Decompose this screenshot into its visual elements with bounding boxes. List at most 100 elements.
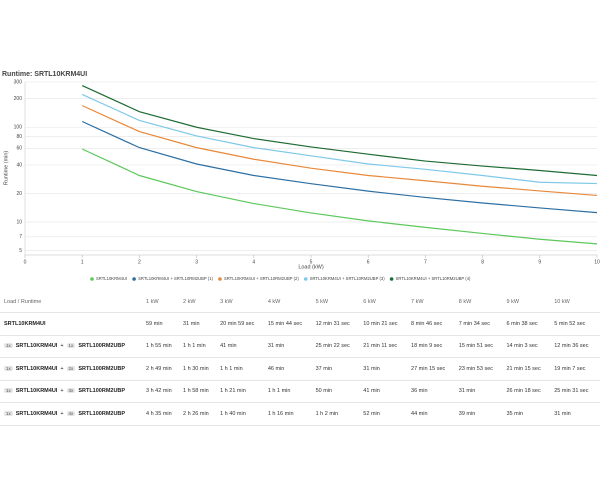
y-tick-label: 60	[16, 146, 22, 152]
header-cell: 6 kW	[361, 292, 410, 313]
runtime-cell: 36 min	[409, 380, 457, 403]
y-tick-label: 300	[14, 79, 23, 85]
plus-sign: +	[60, 365, 64, 372]
header-cell: 5 kW	[313, 292, 362, 313]
table-row: 1x SRTL10KRM4UI +3x SRTL100RM2UBP 3 h 42 min…	[0, 380, 600, 403]
plus-sign: +	[60, 388, 64, 395]
runtime-cell: 25 min 31 sec	[552, 380, 600, 403]
runtime-cell: 3 h 42 min	[144, 380, 182, 403]
runtime-cell: 6 min 38 sec	[504, 312, 553, 336]
x-tick-label: 4	[252, 259, 255, 265]
y-tick-label: 200	[14, 96, 23, 102]
header-cell: 4 kW	[265, 292, 314, 313]
product-name: SRTL10KRM4UI	[15, 343, 58, 350]
product-name: SRTL100RM2UBP	[78, 343, 126, 350]
y-tick-label: 80	[16, 134, 22, 140]
runtime-cell: 7 min 34 sec	[456, 312, 505, 336]
y-tick-label: 10	[16, 219, 22, 225]
runtime-cell: 21 min 15 sec	[504, 357, 553, 381]
product-name: SRTL10KRM4UI	[15, 388, 58, 395]
quantity-badge: 1x	[4, 388, 13, 394]
runtime-cell: 31 min	[181, 312, 219, 336]
x-tick-label: 1	[81, 259, 84, 265]
legend-label: SRTL10KRM4UI + SRTL10RM2UBP (2)	[224, 276, 299, 281]
runtime-cell: 5 min 52 sec	[552, 312, 600, 336]
header-cell: 1 kW	[144, 292, 182, 313]
runtime-cell: 46 min	[265, 357, 314, 381]
row-label: 1x SRTL10KRM4UI +2x SRTL100RM2UBP	[0, 357, 144, 381]
table-row: 1x SRTL10KRM4UI +4x SRTL100RM2UBP 4 h 35 min…	[0, 402, 600, 426]
quantity-badge: 1x	[4, 410, 13, 416]
runtime-cell: 41 min	[361, 380, 410, 403]
series-line	[81, 148, 598, 245]
runtime-cell: 31 min	[265, 335, 314, 358]
chart-title: Runtime: SRTL10KRM4UI	[2, 71, 87, 78]
plus-sign: +	[60, 410, 64, 417]
runtime-cell: 21 min 11 sec	[361, 335, 410, 358]
runtime-cell: 2 h 49 min	[144, 357, 182, 381]
runtime-cell: 12 min 31 sec	[313, 312, 362, 336]
x-tick-label: 6	[367, 259, 370, 265]
runtime-cell: 44 min	[409, 402, 457, 426]
runtime-cell: 1 h 40 min	[218, 402, 266, 426]
runtime-cell: 37 min	[313, 357, 362, 381]
plus-sign: +	[60, 343, 64, 350]
legend-marker	[218, 277, 222, 281]
runtime-cell: 1 h 1 min	[218, 357, 266, 381]
runtime-cell: 1 h 2 min	[313, 402, 362, 426]
quantity-badge: 2x	[66, 365, 76, 371]
runtime-cell: 1 h 21 min	[218, 380, 266, 403]
runtime-cell: 31 min	[456, 380, 505, 403]
header-cell: 2 kW	[181, 292, 219, 313]
series-line	[81, 105, 598, 197]
chart: Runtime: SRTL10KRM4UI Load (kW) Runtime …	[2, 71, 600, 281]
product-name: SRTL100RM2UBP	[78, 410, 126, 417]
product-name: SRTL100RM2UBP	[78, 365, 126, 372]
runtime-cell: 31 min	[361, 357, 410, 381]
x-tick-label: 9	[538, 259, 541, 265]
x-axis-label: Load (kW)	[298, 264, 324, 270]
x-tick-label: 0	[24, 259, 27, 265]
runtime-cell: 4 h 35 min	[144, 402, 182, 426]
table-row: 1x SRTL10KRM4UI +2x SRTL100RM2UBP 2 h 49 min…	[0, 357, 600, 381]
runtime-cell: 1 h 30 min	[181, 357, 219, 381]
x-tick-label: 5	[310, 259, 313, 265]
legend-marker	[389, 277, 394, 281]
y-tick-label: 5	[19, 248, 22, 254]
table-row: SRTL10KRM4UI 59 min 31 min 20 min 59 sec 15 …	[0, 312, 600, 336]
runtime-cell: 12 min 36 sec	[552, 335, 600, 358]
runtime-cell: 1 h 55 min	[144, 335, 182, 358]
runtime-cell: 18 min 9 sec	[409, 335, 457, 358]
quantity-badge: 1x	[66, 343, 76, 349]
legend-marker	[303, 277, 308, 281]
runtime-cell: 20 min 59 sec	[218, 312, 266, 336]
runtime-cell: 39 min	[456, 402, 505, 426]
runtime-cell: 59 min	[144, 312, 182, 336]
y-tick-label: 7	[19, 234, 22, 240]
quantity-badge: 3x	[66, 388, 76, 394]
y-tick-label: 20	[16, 191, 22, 197]
x-tick-label: 8	[481, 259, 484, 265]
runtime-cell: 41 min	[218, 335, 266, 358]
header-cell: 8 kW	[456, 292, 505, 313]
runtime-cell: 1 h 58 min	[181, 380, 219, 403]
runtime-cell: 31 min	[552, 402, 600, 426]
runtime-cell: 14 min 3 sec	[504, 335, 553, 358]
x-tick-label: 10	[594, 259, 600, 265]
x-tick-label: 7	[424, 259, 427, 265]
row-label: 1x SRTL10KRM4UI +3x SRTL100RM2UBP	[0, 380, 144, 403]
runtime-cell: 52 min	[361, 402, 410, 426]
runtime-cell: 1 h 1 min	[265, 380, 314, 403]
runtime-cell: 8 min 46 sec	[409, 312, 457, 336]
runtime-cell: 15 min 44 sec	[265, 312, 314, 336]
legend-label: SRTL10KRM4UI + SRTL10RM2UBP (3)	[310, 276, 385, 281]
product-name: SRTL10KRM4UI	[15, 410, 58, 417]
series-line	[81, 85, 598, 177]
table-row: 1x SRTL10KRM4UI +1x SRTL100RM2UBP 1 h 55 min…	[0, 335, 600, 358]
legend-label: SRTL10KRM4UI	[96, 276, 127, 281]
product-name: SRTL10KRM4UI	[4, 320, 46, 327]
product-name: SRTL100RM2UBP	[78, 388, 126, 395]
header-cell: 9 kW	[504, 292, 553, 313]
runtime-cell: 27 min 15 sec	[409, 357, 457, 381]
